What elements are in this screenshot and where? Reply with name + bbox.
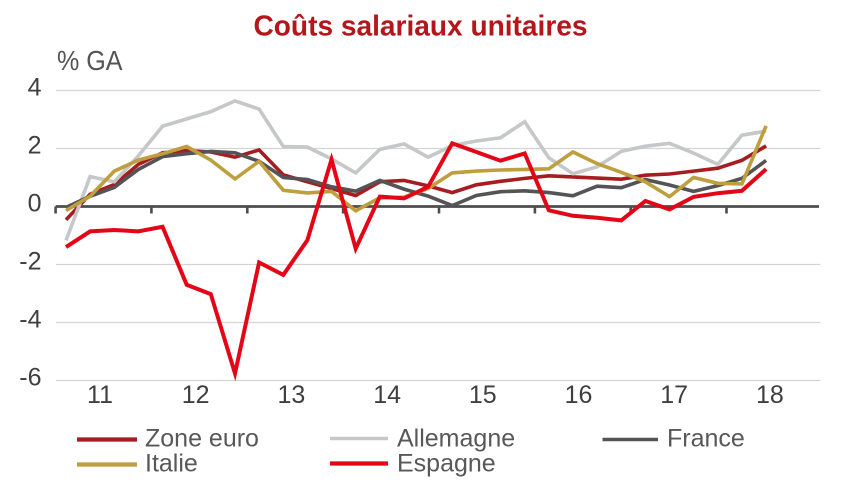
svg-text:% GA: % GA (57, 45, 123, 76)
svg-text:2: 2 (28, 132, 42, 160)
svg-text:12: 12 (182, 381, 210, 409)
svg-text:11: 11 (87, 381, 113, 409)
svg-text:15: 15 (469, 381, 497, 409)
svg-text:14: 14 (373, 381, 401, 409)
svg-text:18: 18 (756, 381, 784, 409)
svg-text:Espagne: Espagne (397, 450, 496, 478)
svg-text:Zone euro: Zone euro (145, 425, 259, 453)
svg-text:4: 4 (28, 74, 42, 102)
svg-text:Italie: Italie (145, 450, 198, 478)
svg-text:0: 0 (28, 190, 42, 218)
svg-text:Coûts salariaux unitaires: Coûts salariaux unitaires (254, 11, 588, 43)
svg-text:France: France (667, 425, 745, 453)
svg-text:Allemagne: Allemagne (397, 425, 515, 453)
svg-text:17: 17 (660, 381, 688, 409)
svg-text:-2: -2 (19, 248, 41, 276)
svg-text:-4: -4 (19, 306, 41, 334)
svg-text:-6: -6 (19, 364, 41, 392)
svg-text:13: 13 (277, 381, 305, 409)
svg-text:16: 16 (565, 381, 593, 409)
